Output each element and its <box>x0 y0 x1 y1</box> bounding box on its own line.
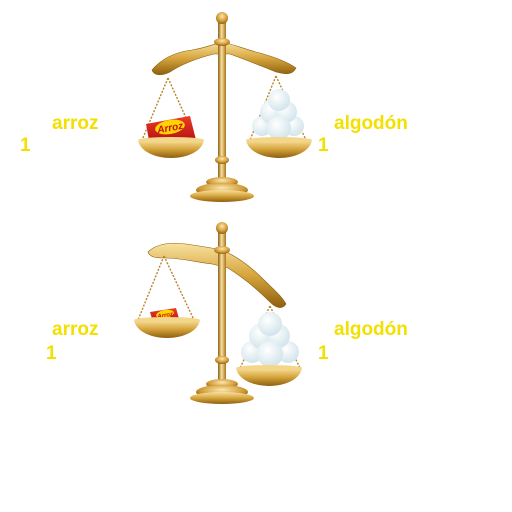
left-item-count: 1 <box>46 343 57 364</box>
scale-tilted-graphic: Arroz <box>134 222 302 404</box>
svg-text:Arroz: Arroz <box>156 312 173 321</box>
balance-scale-top: Arroz arroz 1 algodón 1 <box>0 0 512 230</box>
right-item-count: 1 <box>318 343 329 364</box>
left-item-count: 1 <box>20 135 31 156</box>
cotton-pile-icon <box>252 89 304 140</box>
left-item-label: arroz <box>52 319 99 340</box>
right-item-count: 1 <box>318 135 329 156</box>
cotton-pile-icon <box>241 312 299 367</box>
right-item-label: algodón <box>334 113 408 134</box>
left-item-label: arroz <box>52 113 99 134</box>
svg-text:Arroz: Arroz <box>155 121 184 137</box>
scale-balanced-graphic: Arroz <box>138 12 312 202</box>
balance-scale-bottom: Arroz arroz 1 algodón 1 <box>0 222 512 452</box>
right-item-label: algodón <box>334 319 408 340</box>
